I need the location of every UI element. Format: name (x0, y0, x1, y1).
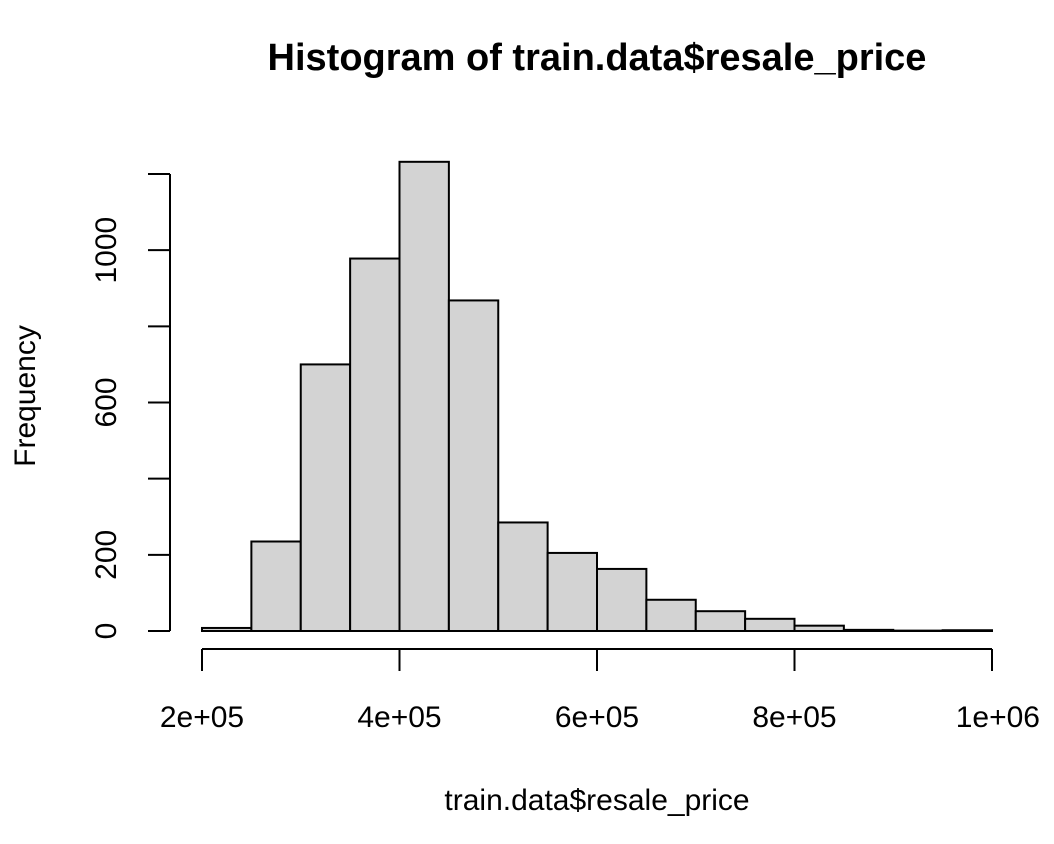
histogram-bar (398, 160, 450, 633)
y-tick-label: 200 (90, 530, 123, 580)
x-tick-label: 6e+05 (555, 701, 639, 734)
histogram-bar (941, 629, 993, 633)
histogram-bar (497, 521, 549, 633)
histogram-bar (250, 540, 302, 632)
x-tick-label: 4e+05 (357, 701, 441, 734)
histogram-bar (299, 363, 352, 632)
y-tick-label: 1000 (90, 217, 123, 284)
x-axis-label: train.data$resale_price (444, 784, 749, 817)
y-tick-label: 0 (90, 623, 123, 640)
y-tick-label: 600 (90, 377, 123, 427)
x-axis: 2e+05 4e+05 6e+05 8e+05 1e+06 (160, 648, 1040, 734)
chart-title: Histogram of train.data$resale_price (268, 37, 927, 79)
histogram-bar (201, 626, 253, 632)
histogram-bar (447, 299, 500, 632)
histogram-bar (694, 610, 747, 632)
y-axis: 0 200 600 1000 (90, 173, 171, 640)
x-tick-label: 1e+06 (956, 701, 1040, 734)
y-axis-label: Frequency (9, 325, 42, 467)
x-tick-label: 8e+05 (752, 701, 836, 734)
histogram-bar (842, 628, 895, 632)
histogram-bar (744, 617, 796, 633)
histogram-bar (596, 567, 648, 633)
histogram-bar (349, 257, 401, 632)
histogram-bar (546, 551, 598, 632)
histogram-bars (201, 160, 993, 633)
x-tick-label: 2e+05 (160, 701, 244, 734)
histogram-bar (645, 598, 697, 632)
histogram-bar (793, 624, 845, 633)
